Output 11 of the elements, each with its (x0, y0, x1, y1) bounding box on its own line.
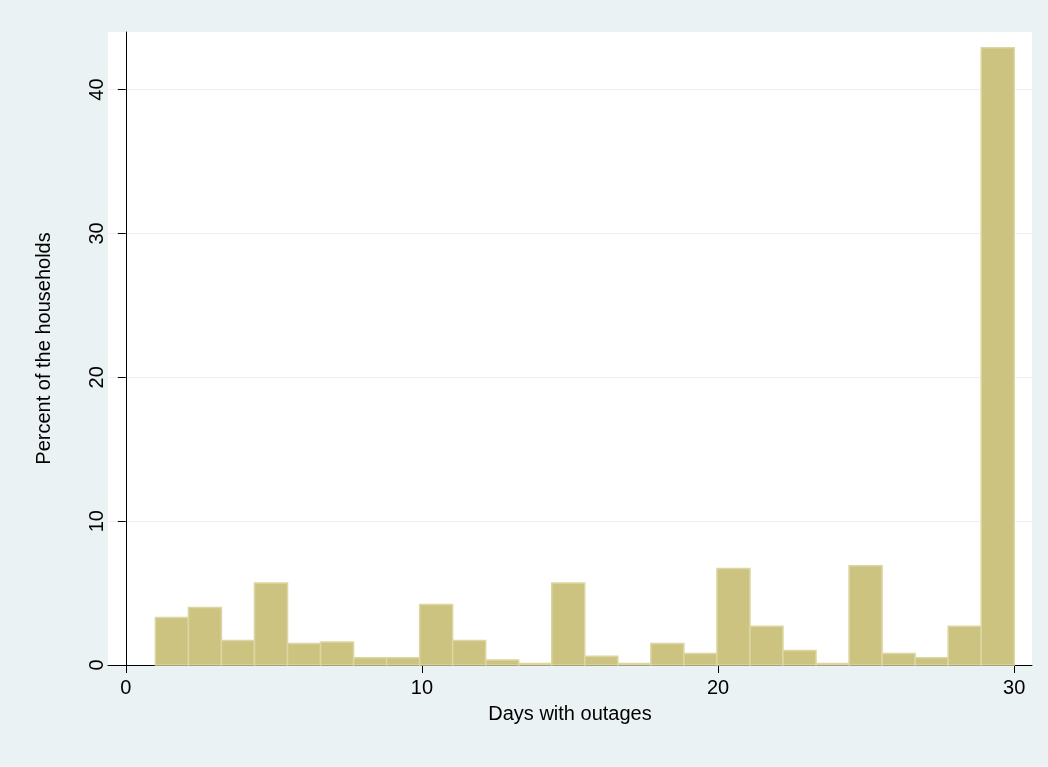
y-axis-title: Percent of the households (32, 232, 54, 465)
x-tick-label: 0 (120, 676, 132, 698)
y-tick-label: 10 (85, 510, 107, 533)
y-tick-label: 20 (85, 366, 107, 389)
x-tick-label: 30 (1003, 676, 1026, 698)
x-tick-label: 10 (410, 676, 434, 698)
y-tick-label: 40 (85, 78, 107, 101)
y-tick-label: 0 (85, 659, 107, 671)
x-tick-label: 20 (706, 676, 730, 698)
x-axis-title: Days with outages (488, 702, 652, 724)
y-tick-label: 30 (85, 222, 107, 245)
